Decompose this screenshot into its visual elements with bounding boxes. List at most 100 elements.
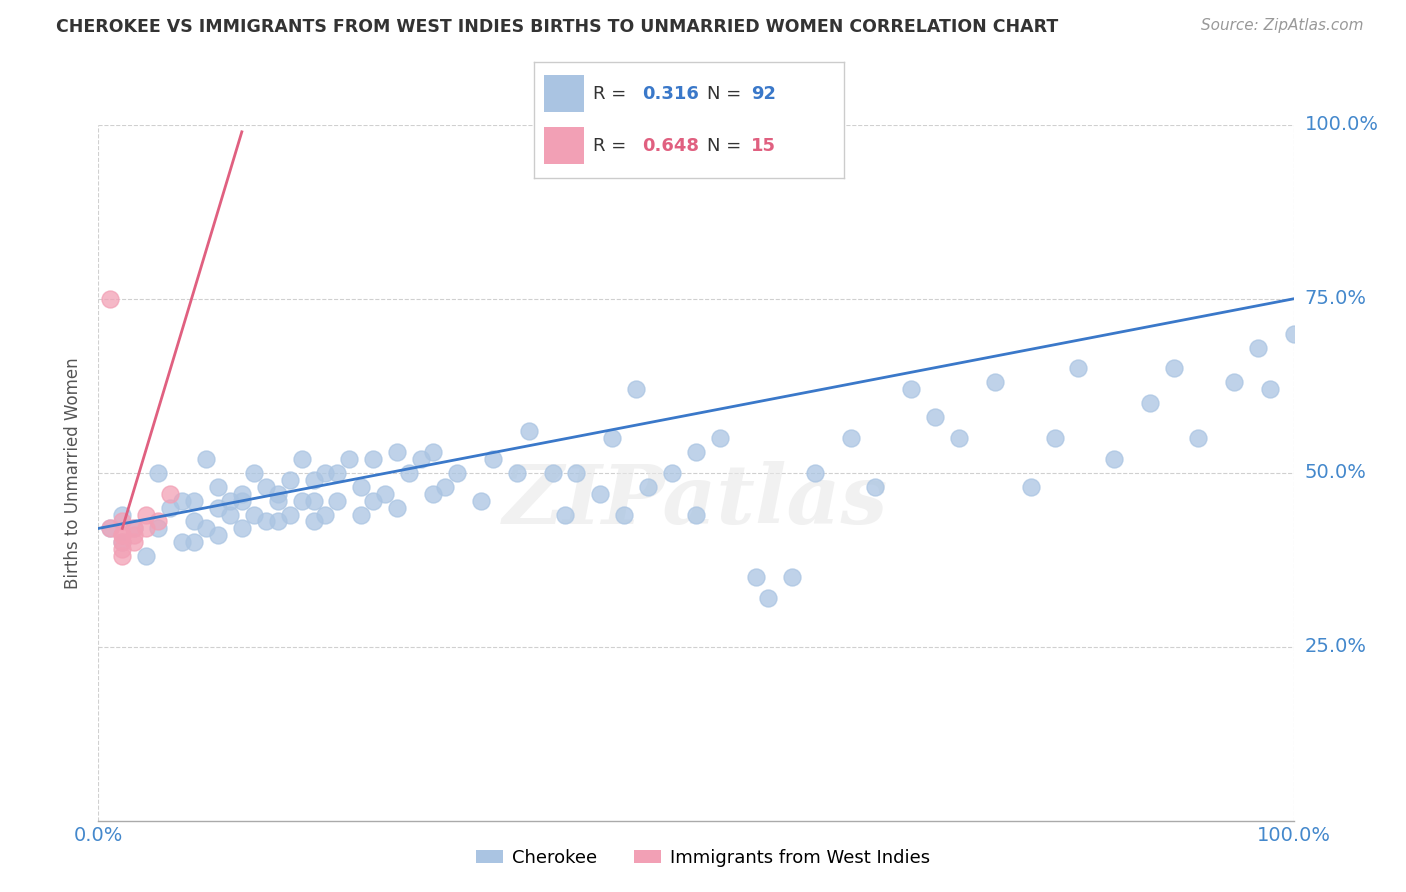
Point [183,535,205,549]
Point [111,535,134,549]
Point [207,480,229,494]
Point [194,521,217,535]
Point [159,486,181,500]
Point [685,508,707,522]
Text: 75.0%: 75.0% [1305,289,1367,309]
Point [745,570,768,584]
Point [470,493,492,508]
Point [637,480,659,494]
Text: CHEROKEE VS IMMIGRANTS FROM WEST INDIES BIRTHS TO UNMARRIED WOMEN CORRELATION CH: CHEROKEE VS IMMIGRANTS FROM WEST INDIES … [56,18,1059,36]
Text: N =: N = [707,137,748,155]
Point [302,473,325,487]
Point [172,535,194,549]
Y-axis label: Births to Unmarried Women: Births to Unmarried Women [65,357,83,589]
Point [517,424,540,438]
Point [207,500,229,515]
Point [1222,376,1246,390]
Point [685,445,707,459]
Text: 15: 15 [751,137,776,155]
Point [613,508,636,522]
Point [315,508,337,522]
Point [135,549,157,564]
Point [863,480,886,494]
Point [159,500,181,515]
Point [290,493,312,508]
Point [709,431,731,445]
Point [337,451,360,466]
Point [243,466,266,480]
Point [111,528,134,542]
Point [385,445,409,459]
Text: 100.0%: 100.0% [1305,115,1379,135]
Point [290,451,312,466]
Point [600,431,623,445]
Point [302,515,325,529]
Point [422,445,444,459]
Point [900,382,922,396]
Point [219,508,242,522]
Point [111,542,134,557]
Text: R =: R = [593,85,633,103]
Point [172,493,194,508]
Point [326,493,349,508]
Point [839,431,862,445]
Point [433,480,456,494]
Point [804,466,827,480]
Point [422,486,444,500]
Text: 25.0%: 25.0% [1305,637,1367,657]
Point [589,486,612,500]
Point [506,466,529,480]
Legend: Cherokee, Immigrants from West Indies: Cherokee, Immigrants from West Indies [470,842,936,874]
Point [446,466,468,480]
Point [1163,361,1185,376]
Text: 92: 92 [751,85,776,103]
Point [948,431,970,445]
Point [135,508,157,522]
Point [411,451,433,466]
Point [1246,341,1268,355]
Point [363,493,385,508]
Point [267,486,290,500]
Point [124,521,146,535]
Point [278,508,301,522]
Point [565,466,588,480]
Point [111,515,134,529]
Text: Source: ZipAtlas.com: Source: ZipAtlas.com [1201,18,1364,33]
Point [1258,382,1281,396]
Point [111,549,134,564]
Point [554,508,576,522]
Point [1102,451,1125,466]
FancyBboxPatch shape [544,128,583,164]
Point [183,515,205,529]
Point [98,521,122,535]
FancyBboxPatch shape [544,75,583,112]
Point [278,473,301,487]
Point [541,466,564,480]
Point [183,493,205,508]
Point [756,591,779,605]
Point [350,508,373,522]
Point [1282,326,1305,341]
Point [231,486,253,500]
Point [267,493,290,508]
Point [111,535,134,549]
Point [124,535,146,549]
Point [148,515,170,529]
Text: R =: R = [593,137,633,155]
Point [98,521,122,535]
Point [148,521,170,535]
Text: ZIPatlas: ZIPatlas [503,460,889,541]
Point [231,493,253,508]
Point [374,486,396,500]
Text: N =: N = [707,85,748,103]
Point [983,376,1005,390]
Point [1043,431,1066,445]
Point [124,521,146,535]
Point [194,451,217,466]
Point [254,515,277,529]
Point [111,528,134,542]
Point [326,466,349,480]
Point [135,521,157,535]
Point [1067,361,1090,376]
Point [243,508,266,522]
